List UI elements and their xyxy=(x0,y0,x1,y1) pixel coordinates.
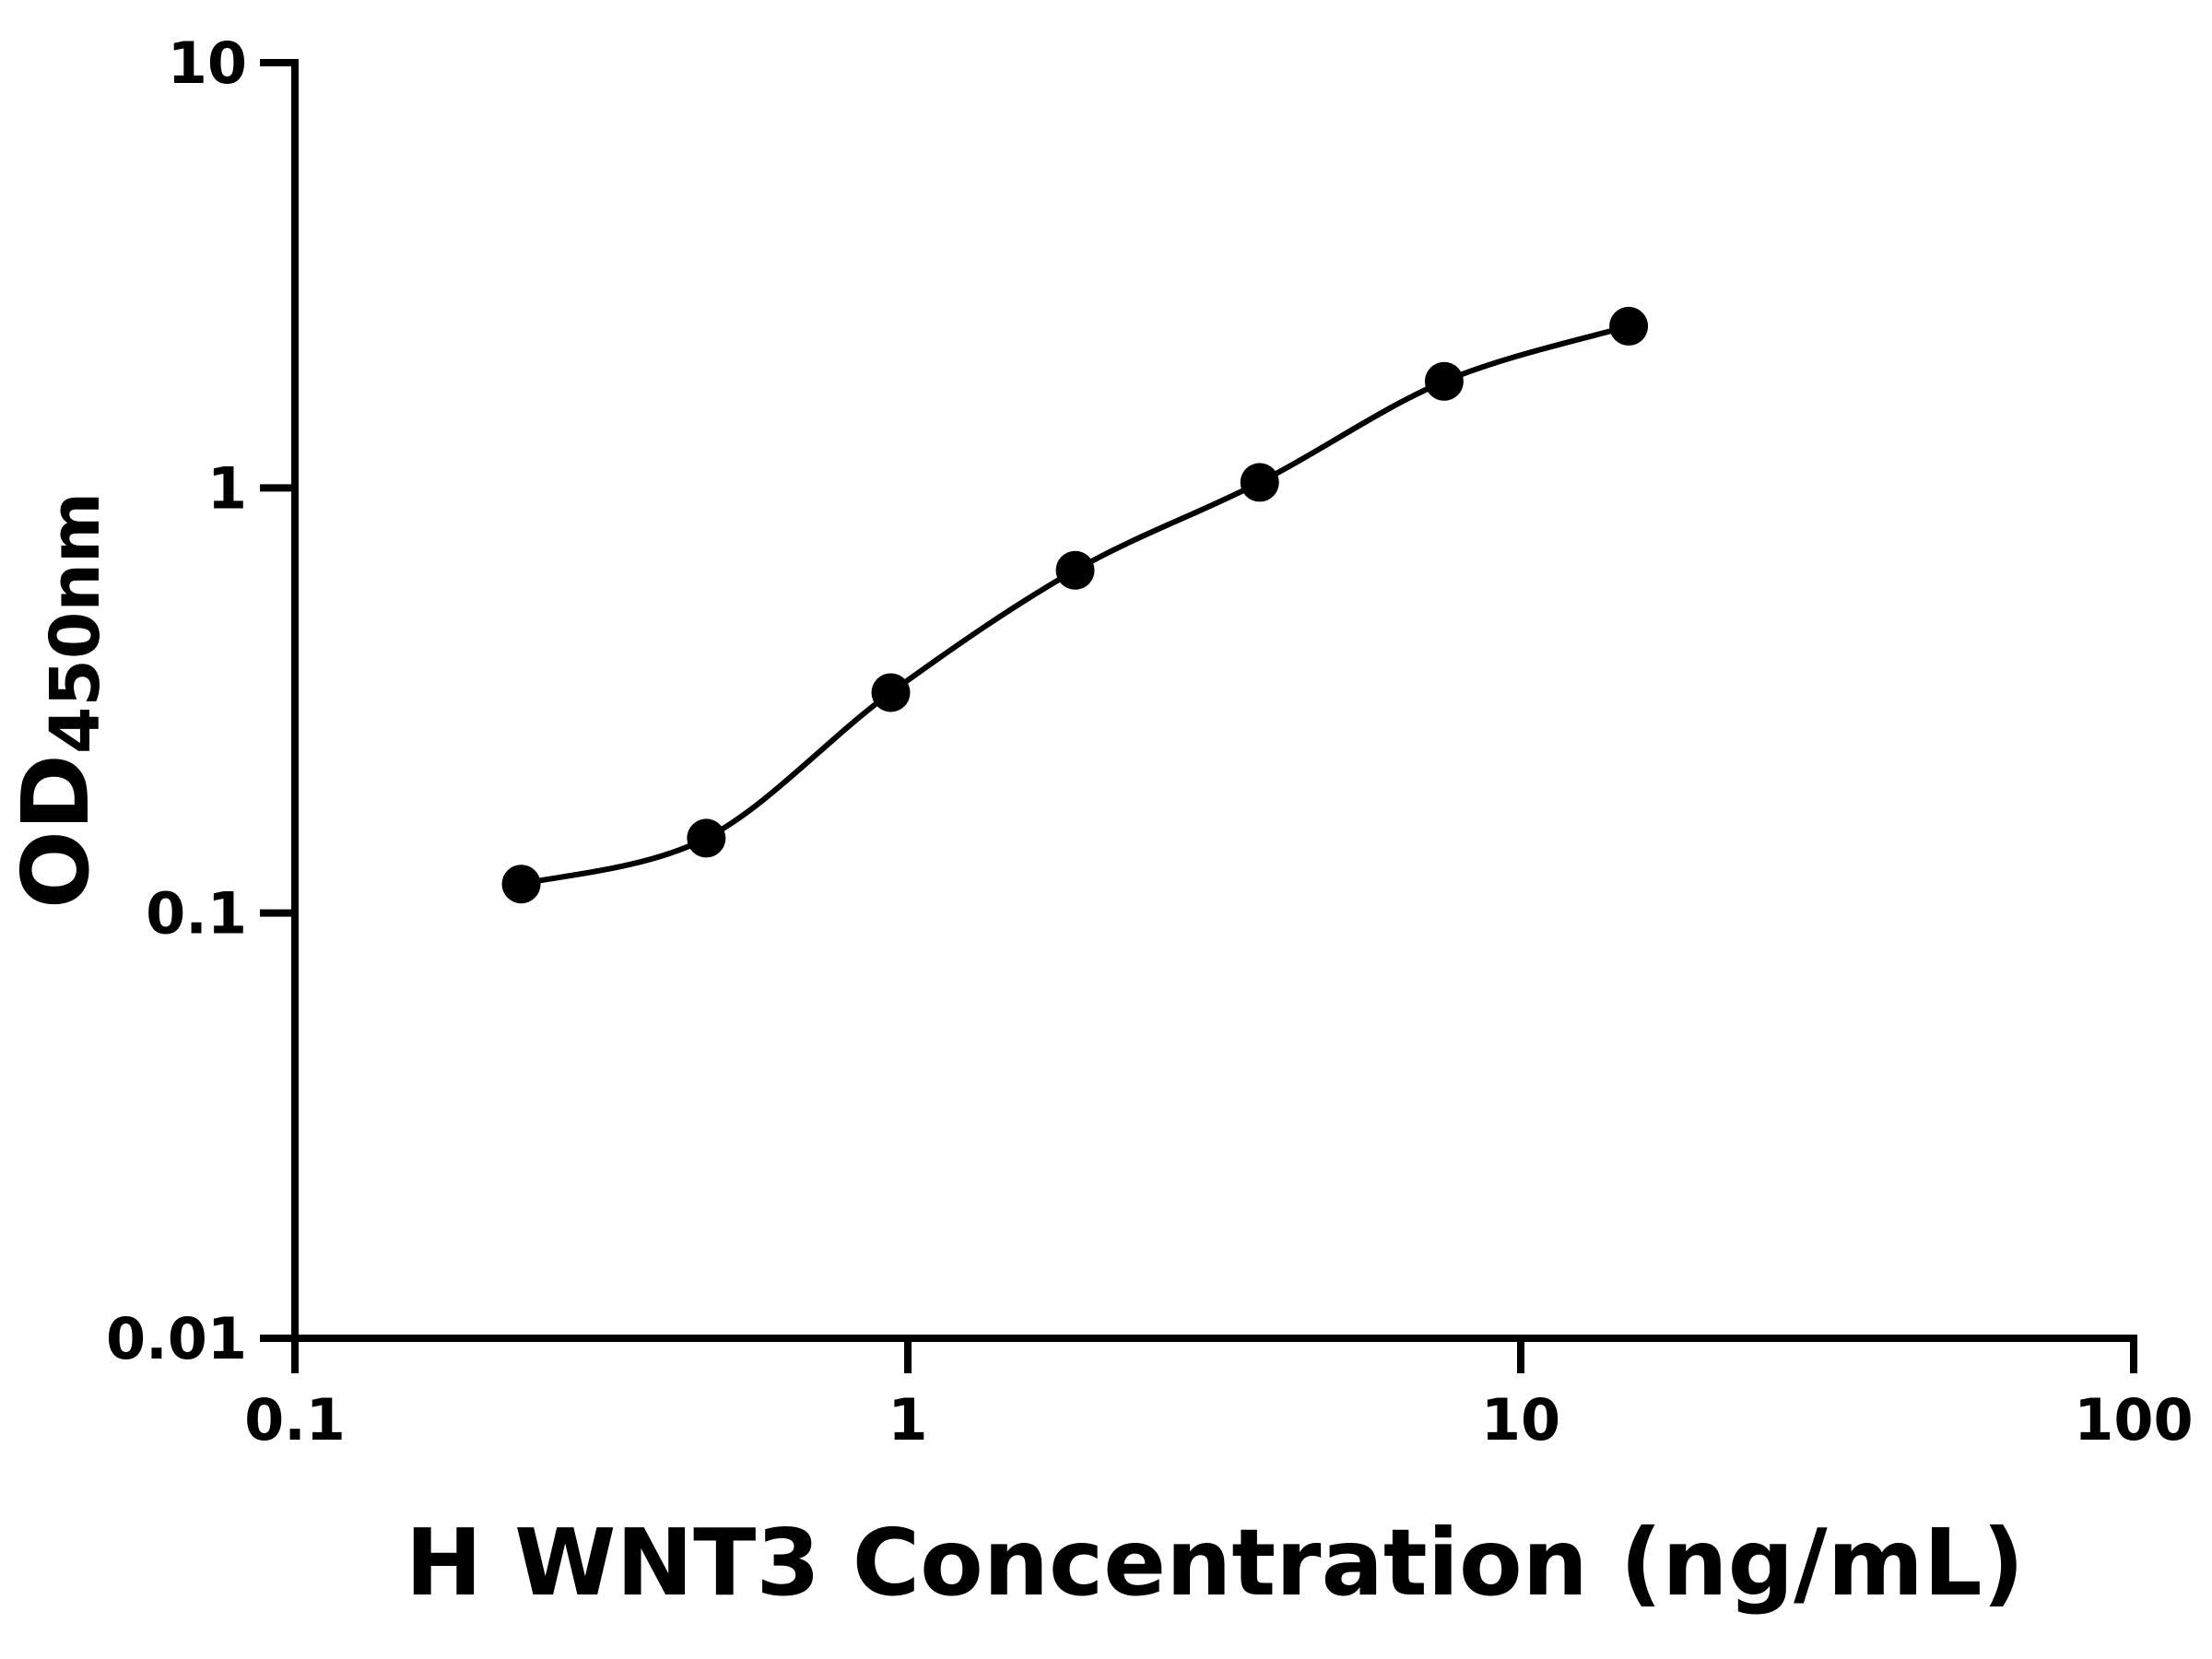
y-axis-title-sub: 450nm xyxy=(36,492,115,754)
y-axis-title-main: OD xyxy=(2,754,110,909)
x-tick-label: 1 xyxy=(888,1386,927,1453)
x-tick-label: 10 xyxy=(1481,1386,1560,1453)
axes-group xyxy=(291,59,2137,1342)
tick-labels-group: 0.1 1 10 100 0.01 0.1 1 10 xyxy=(106,29,2194,1453)
ticks-group xyxy=(260,59,2137,1373)
x-tick-label: 0.1 xyxy=(244,1386,346,1453)
x-axis-title: H WNT3 Concentration (ng/mL) xyxy=(406,1509,2025,1617)
axis-spine xyxy=(291,59,2137,1342)
y-tick-label: 1 xyxy=(207,454,247,522)
y-axis-title: OD450nm xyxy=(2,492,115,909)
data-point-3 xyxy=(1055,550,1095,590)
data-point-6 xyxy=(1609,306,1649,346)
data-point-4 xyxy=(1240,463,1279,502)
y-tick-label: 0.1 xyxy=(146,880,247,947)
data-point-2 xyxy=(871,673,911,712)
fit-curve-group xyxy=(520,324,1630,888)
fit-curve xyxy=(520,324,1630,888)
y-tick-label: 10 xyxy=(168,29,247,97)
data-points-group xyxy=(501,306,1649,904)
x-tick-label: 100 xyxy=(2074,1386,2193,1453)
data-point-5 xyxy=(1424,361,1464,401)
data-point-0 xyxy=(501,865,541,904)
y-tick-label: 0.01 xyxy=(106,1305,247,1372)
data-point-1 xyxy=(687,818,726,858)
